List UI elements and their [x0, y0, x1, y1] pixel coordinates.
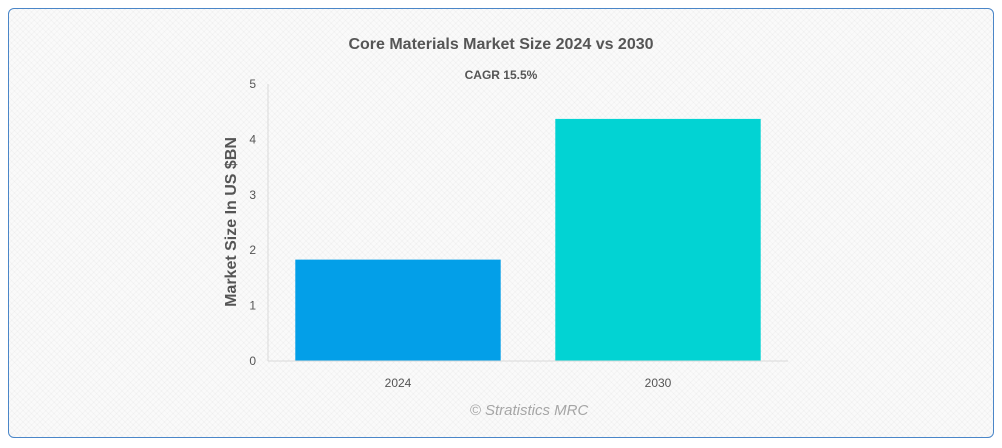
credit-text: © Stratistics MRC: [470, 402, 589, 419]
chart-subtitle: CAGR 15.5%: [465, 68, 538, 82]
x-axis-ticks: 2024 2030: [385, 376, 672, 390]
x-tick-label: 2024: [385, 376, 412, 390]
y-axis-ticks: 0 1 2 3 4 5: [249, 77, 256, 368]
chart-title: Core Materials Market Size 2024 vs 2030: [348, 36, 653, 53]
bar-2030: [555, 118, 761, 361]
chart-frame: [8, 8, 994, 438]
bar-2024: [295, 259, 501, 361]
y-tick-label: 3: [249, 188, 256, 202]
y-tick-label: 5: [249, 77, 256, 91]
y-tick-label: 1: [249, 299, 256, 313]
bars-group: [295, 118, 761, 361]
y-tick-label: 0: [249, 354, 256, 368]
y-axis-label: Market Size In US $BN: [223, 137, 240, 307]
y-tick-label: 4: [249, 132, 256, 146]
x-tick-label: 2030: [645, 376, 672, 390]
y-tick-label: 2: [249, 243, 256, 257]
